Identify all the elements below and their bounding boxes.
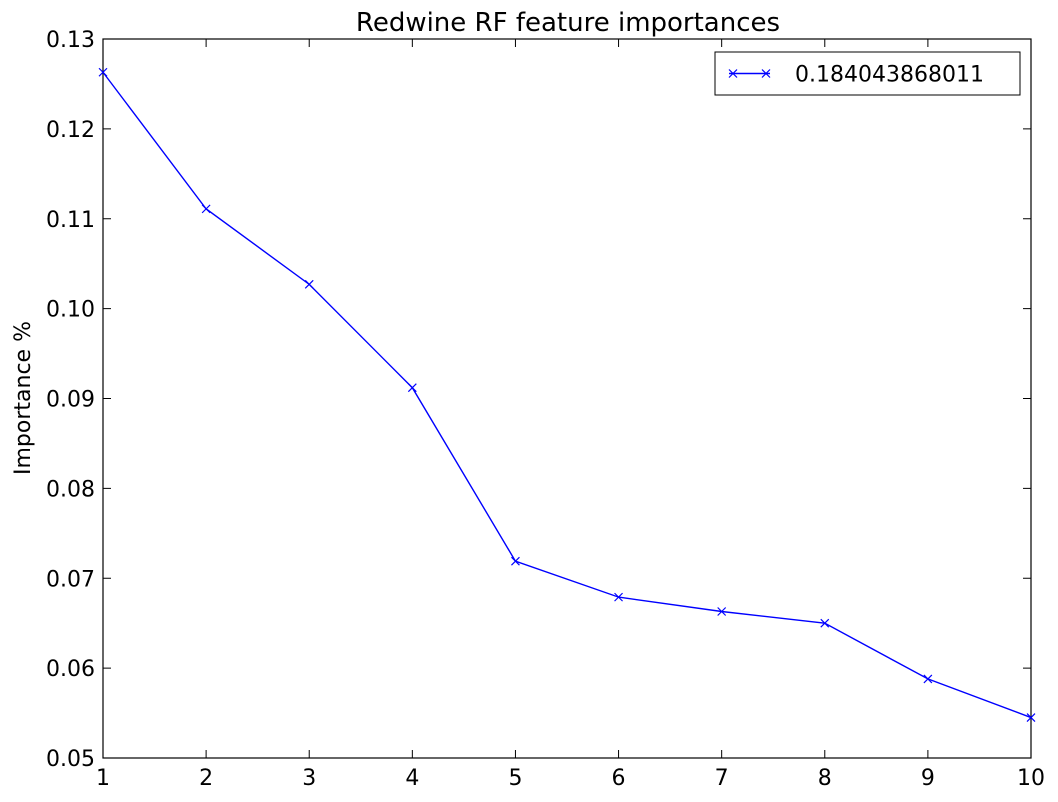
data-point-marker: [923, 674, 933, 684]
data-point-marker: [98, 67, 108, 77]
series-line: [102, 71, 1032, 719]
marker-stroke: [98, 67, 108, 77]
x-tick-label: 1: [96, 766, 110, 791]
marker-stroke: [820, 618, 830, 628]
x-tick-label: 2: [199, 766, 213, 791]
y-tick-label: 0.08: [46, 477, 95, 502]
legend-label: 0.184043868011: [795, 63, 984, 88]
x-tick-label: 8: [818, 766, 832, 791]
legend-marker: [761, 69, 771, 78]
x-tick-label: 3: [302, 766, 316, 791]
data-point-marker: [717, 607, 727, 616]
marker-stroke: [304, 279, 314, 289]
data-point-marker: [820, 618, 830, 628]
data-point-marker: [407, 383, 417, 393]
y-tick-label: 0.09: [46, 388, 95, 413]
marker-stroke: [717, 607, 727, 616]
marker-stroke: [201, 204, 211, 214]
marker-stroke: [614, 592, 623, 602]
data-point-marker: [511, 556, 520, 566]
data-point-marker: [614, 592, 623, 602]
data-point-marker: [304, 279, 314, 289]
marker-stroke: [407, 383, 417, 393]
y-tick-label: 0.05: [46, 747, 95, 772]
x-tick-label: 4: [405, 766, 419, 791]
data-point-marker: [201, 204, 211, 214]
plot-frame: [102, 38, 1032, 759]
legend: 0.184043868011: [714, 51, 1021, 96]
y-tick-label: 0.13: [46, 28, 95, 53]
data-point-marker: [1026, 713, 1036, 722]
x-tick-label: 7: [715, 766, 729, 791]
chart-title: Redwine RF feature importances: [356, 8, 780, 38]
x-tick-label: 10: [1017, 766, 1045, 791]
x-tick-label: 5: [508, 766, 522, 791]
y-tick-label: 0.06: [46, 657, 95, 682]
marker-stroke: [1026, 713, 1036, 722]
y-tick-label: 0.10: [46, 298, 95, 323]
y-tick-label: 0.11: [46, 208, 95, 233]
x-tick-label: 6: [612, 766, 626, 791]
marker-stroke: [923, 674, 933, 684]
plot-area: 1 2 3 4 5 6 7 8 9 10 0.05 0.06 0.07 0.08 0.09 0.10 0.11 0…: [46, 28, 1045, 791]
y-axis-label: Importance %: [11, 321, 36, 475]
y-tick-label: 0.07: [46, 567, 95, 592]
x-tick-label: 9: [921, 766, 935, 791]
legend-marker: [728, 69, 738, 78]
y-tick-label: 0.12: [46, 118, 95, 143]
marker-stroke: [511, 556, 520, 566]
